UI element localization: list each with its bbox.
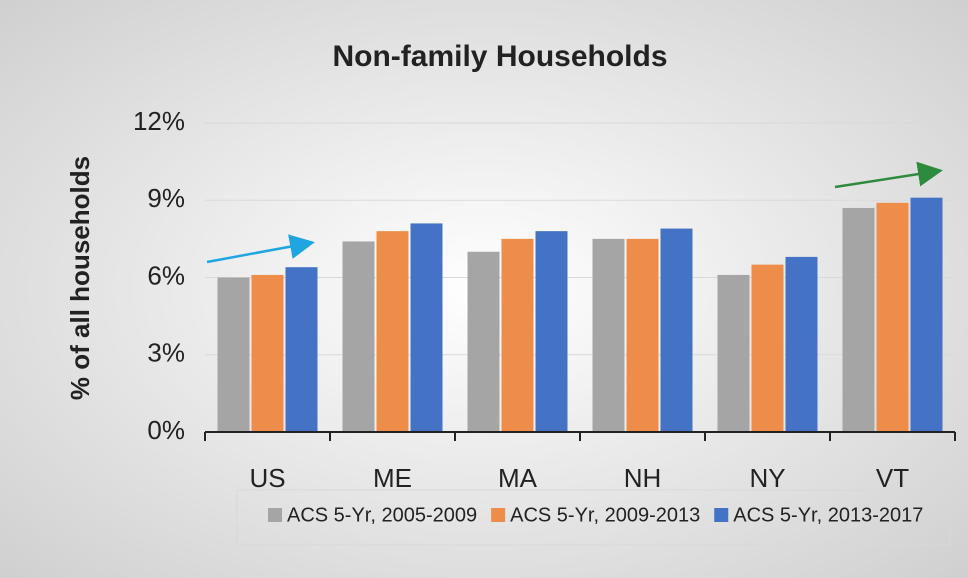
bar bbox=[717, 274, 750, 432]
y-tick-label: 3% bbox=[147, 338, 185, 368]
y-tick-label: 0% bbox=[147, 415, 185, 445]
x-tick-label: NY bbox=[749, 463, 785, 493]
x-tick-label: MA bbox=[498, 463, 538, 493]
y-tick-label: 9% bbox=[147, 183, 185, 213]
legend-label: ACS 5-Yr, 2005-2009 bbox=[287, 504, 477, 526]
legend-label: ACS 5-Yr, 2009-2013 bbox=[510, 504, 700, 526]
chart-title: Non-family Households bbox=[332, 40, 667, 73]
bar bbox=[251, 274, 284, 432]
y-tick-label: 6% bbox=[147, 260, 185, 290]
legend-box bbox=[236, 489, 951, 546]
bar bbox=[285, 267, 318, 432]
bar bbox=[410, 223, 443, 432]
bar bbox=[217, 277, 250, 432]
bar bbox=[376, 231, 409, 432]
bar bbox=[842, 207, 875, 432]
bar bbox=[751, 264, 784, 432]
legend-swatch bbox=[268, 508, 282, 522]
x-tick-label: NH bbox=[624, 463, 662, 493]
bar bbox=[876, 202, 909, 432]
legend-label: ACS 5-Yr, 2013-2017 bbox=[733, 504, 923, 526]
bar bbox=[592, 238, 625, 432]
x-tick-label: US bbox=[249, 463, 285, 493]
bar bbox=[501, 238, 534, 432]
bar bbox=[660, 228, 693, 432]
bar bbox=[910, 197, 943, 432]
trend-arrow bbox=[206, 234, 315, 264]
legend-swatch bbox=[714, 508, 729, 522]
bar bbox=[467, 251, 500, 432]
bar bbox=[626, 238, 659, 432]
x-tick-label: ME bbox=[373, 463, 412, 493]
bar bbox=[785, 256, 818, 432]
y-axis-title: % of all households bbox=[65, 156, 95, 400]
legend-swatch bbox=[491, 508, 506, 522]
y-tick-label: 12% bbox=[133, 106, 185, 136]
trend-arrow bbox=[834, 161, 943, 189]
bar bbox=[535, 231, 568, 432]
bar bbox=[342, 241, 375, 432]
x-tick-label: VT bbox=[876, 463, 909, 493]
